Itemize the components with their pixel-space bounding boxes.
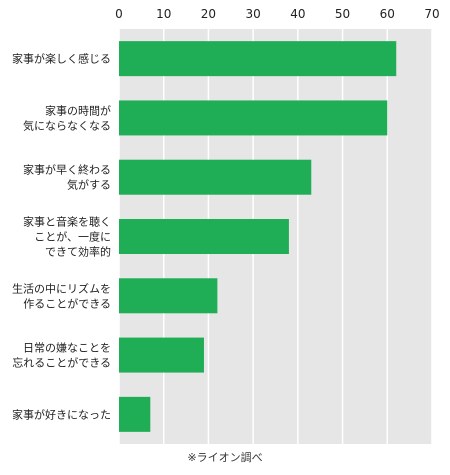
- category-label-line: 作ることができる: [23, 296, 111, 310]
- category-label-line: 家事が好きになった: [12, 407, 111, 421]
- bar: [119, 159, 312, 195]
- category-label-line: 生活の中にリズムを: [12, 281, 111, 295]
- category-label: 日常の嫌なことを忘れることができる: [12, 341, 111, 370]
- x-tick-label: 0: [115, 7, 123, 21]
- category-label-line: 忘れることができる: [12, 356, 111, 370]
- bar-chart: 0 10 20 30 40 50 60 70 家事が楽しく感じる家事の時間が気にならなくなる家…: [12, 7, 440, 444]
- category-label-line: 気がする: [67, 178, 111, 192]
- category-labels: 家事が楽しく感じる家事の時間が気にならなくなる家事が早く終わる気がする家事と音楽…: [12, 52, 111, 422]
- category-label: 家事が早く終わる気がする: [23, 163, 111, 192]
- category-label-line: 家事と音楽を聴く: [23, 215, 111, 229]
- category-label: 家事の時間が気にならなくなる: [23, 103, 111, 132]
- category-label: 家事と音楽を聴くことが、一度にできて効率的: [23, 215, 111, 259]
- x-tick-label: 30: [246, 7, 261, 21]
- x-tick-label: 70: [424, 7, 439, 21]
- x-axis-ticks: 0 10 20 30 40 50 60 70: [115, 7, 439, 21]
- category-label-line: 気にならなくなる: [23, 118, 111, 132]
- bars: [119, 41, 397, 432]
- category-label: 生活の中にリズムを作ることができる: [12, 281, 111, 310]
- category-label: 家事が楽しく感じる: [12, 52, 111, 66]
- source-note: ※ライオン調べ: [187, 451, 263, 464]
- x-tick-label: 20: [201, 7, 216, 21]
- category-label-line: 家事の時間が: [45, 103, 111, 117]
- x-tick-label: 60: [380, 7, 395, 21]
- bar: [119, 41, 397, 77]
- x-tick-label: 10: [156, 7, 171, 21]
- category-label-line: 家事が早く終わる: [23, 163, 111, 177]
- category-label-line: 家事が楽しく感じる: [12, 52, 111, 66]
- category-label-line: 日常の嫌なことを: [23, 341, 111, 355]
- category-label-line: できて効率的: [45, 245, 111, 259]
- category-label-line: ことが、一度に: [34, 230, 111, 244]
- bar: [119, 396, 151, 432]
- bar: [119, 219, 289, 254]
- bar: [119, 100, 388, 136]
- x-tick-label: 50: [335, 7, 350, 21]
- bar: [119, 337, 204, 373]
- category-label: 家事が好きになった: [12, 407, 111, 421]
- bar: [119, 278, 218, 314]
- x-tick-label: 40: [290, 7, 305, 21]
